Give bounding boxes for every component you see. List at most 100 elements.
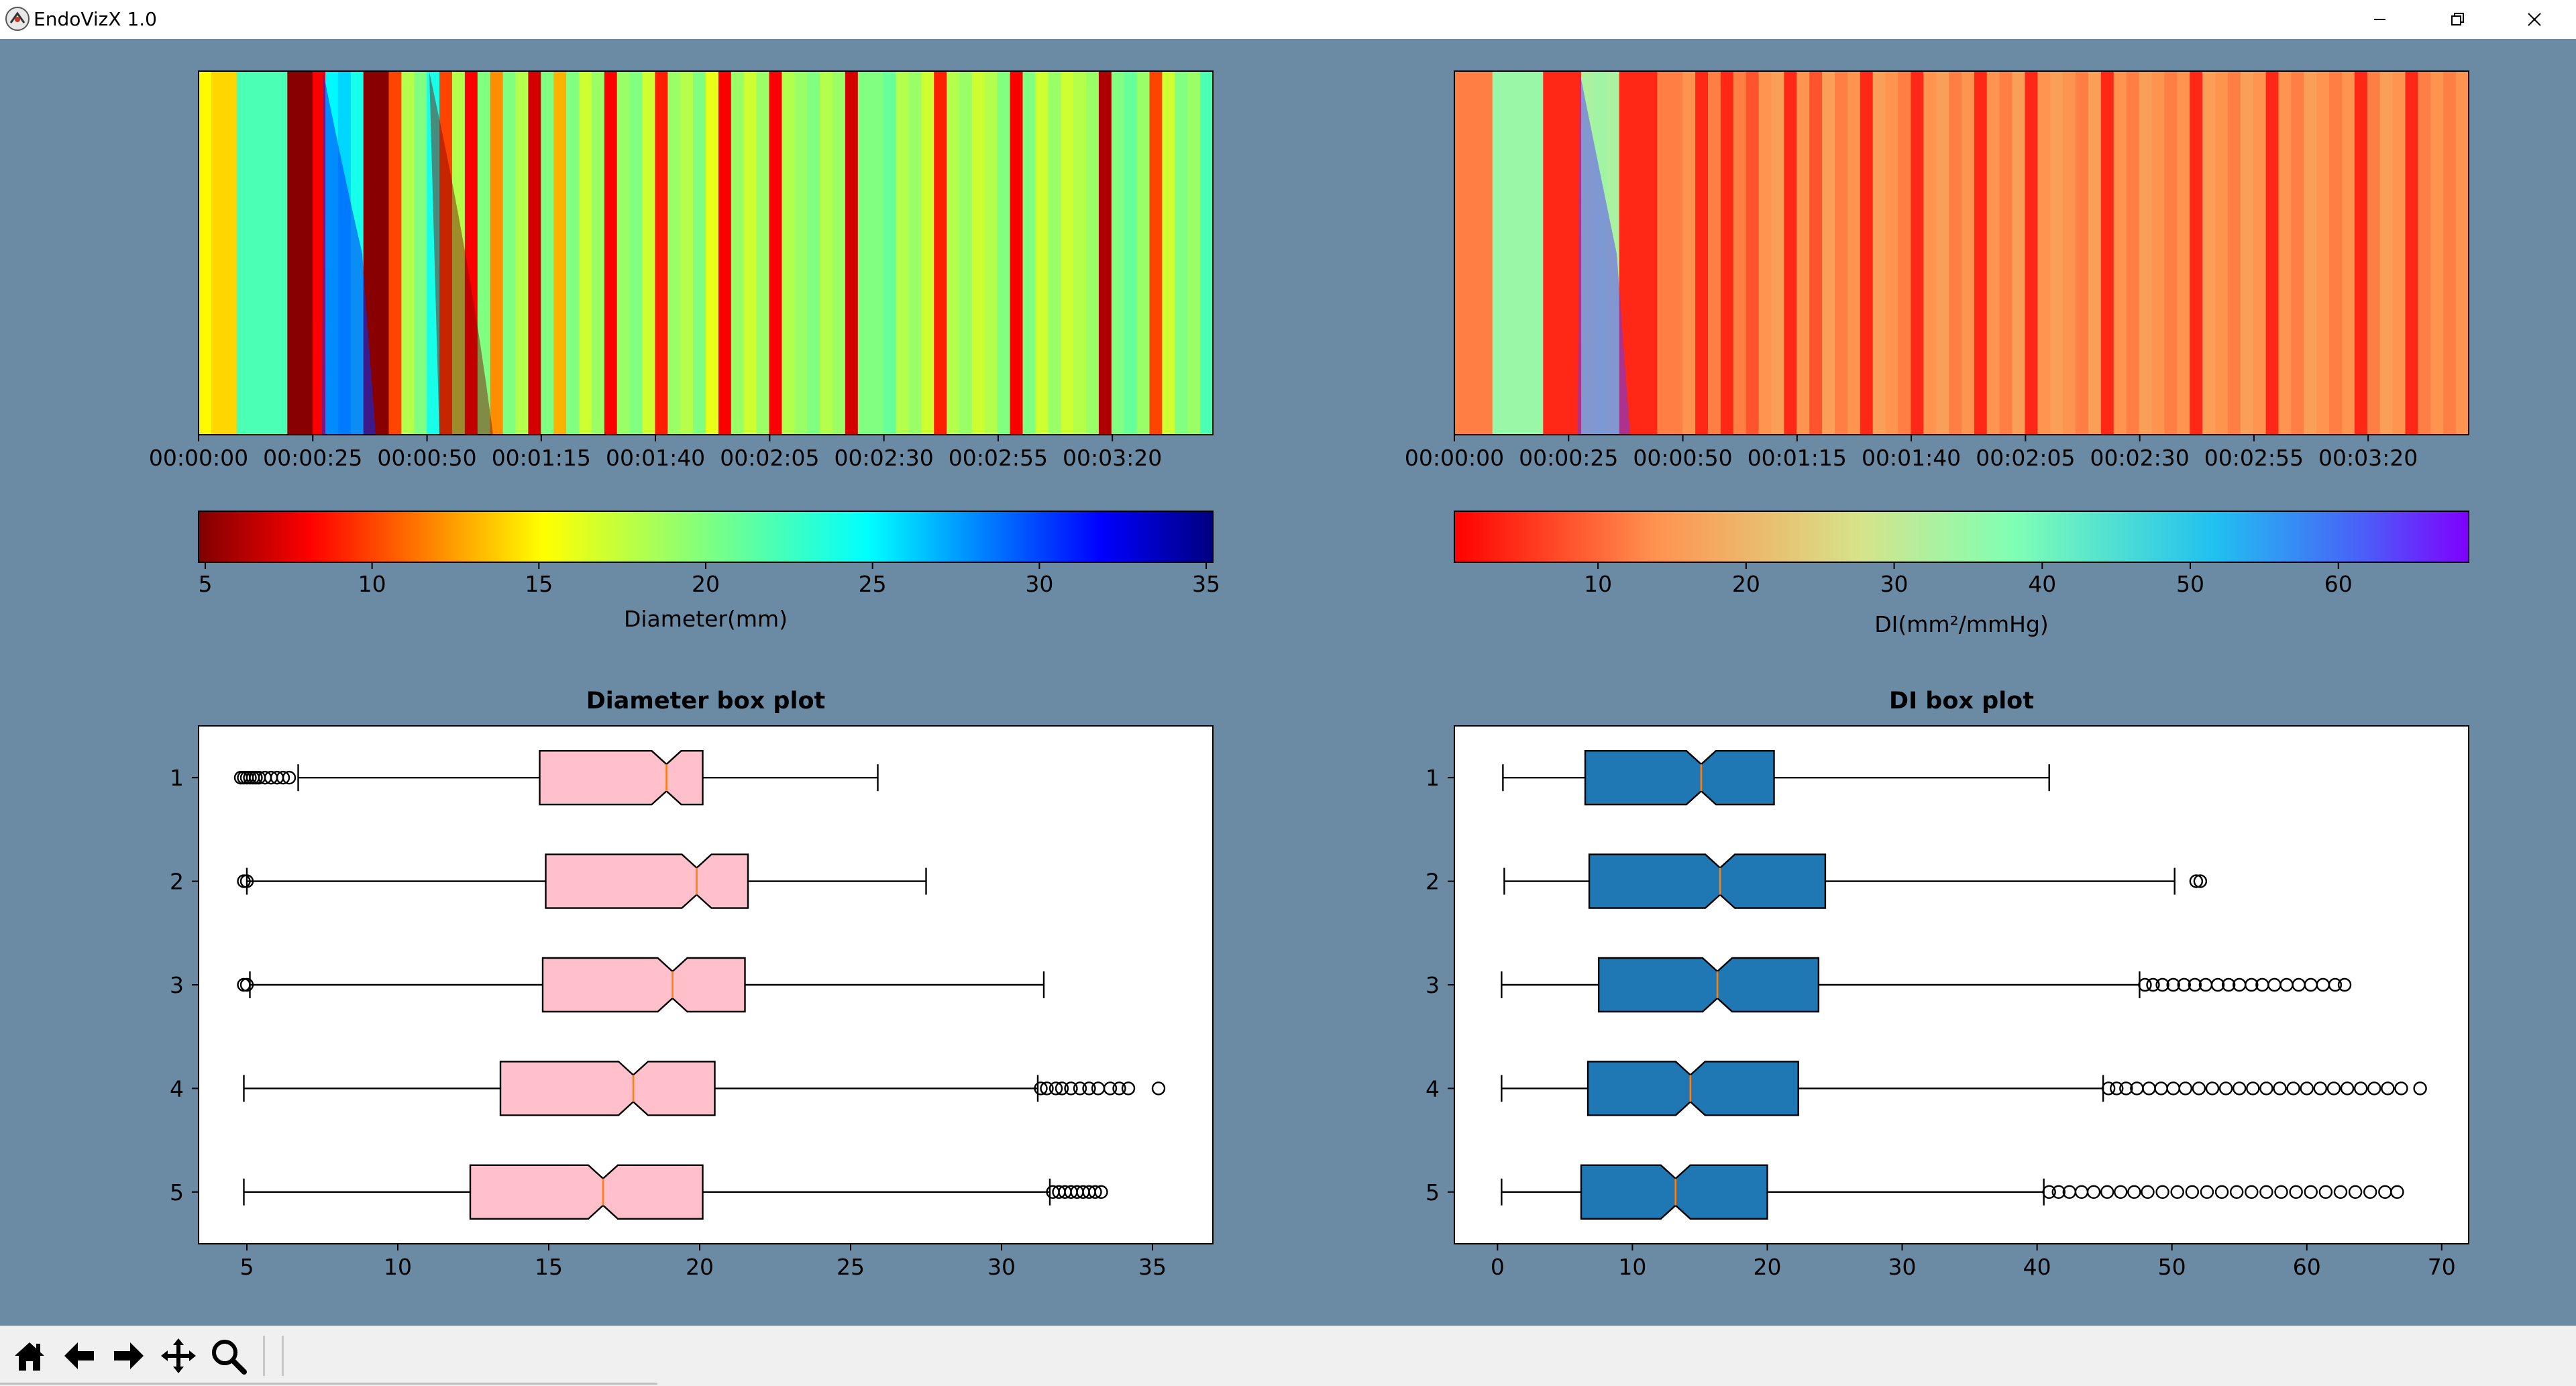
heatmap-column <box>1847 71 1861 435</box>
flier-point <box>2381 1081 2395 1096</box>
flier-point <box>2328 977 2343 992</box>
flier-point <box>2318 1185 2333 1200</box>
heatmap-column <box>287 71 301 435</box>
box-row-2 <box>237 853 927 909</box>
flier-point <box>2200 1185 2214 1200</box>
box-row-5 <box>1501 1164 2404 1220</box>
figure-canvas[interactable]: 00:00:00 00:00:25 00:00:50 00:01:15 00:01:40… <box>0 39 2576 1326</box>
flier-point <box>2363 1185 2377 1200</box>
flier-point <box>2114 1185 2128 1200</box>
flier-point <box>2337 977 2352 992</box>
di-heatmap-x-ticks: 00:00:00 00:00:25 00:00:50 00:01:15 00:01:40… <box>1405 435 2418 471</box>
x-tick-label: 00:00:25 <box>1519 445 1618 471</box>
heatmap-column <box>1657 71 1670 435</box>
heatmap-column <box>249 71 263 435</box>
diameter-colorbar: 5 10 15 20 25 30 35 Diameter(mm) <box>198 511 1220 632</box>
heatmap-column <box>1986 71 2000 435</box>
heatmap-column <box>1835 71 1848 435</box>
heatmap-column <box>794 71 808 435</box>
x-tick-label: 00:02:30 <box>835 445 934 471</box>
heatmap-column <box>1860 71 1874 435</box>
x-tick-label: 00:00:00 <box>1405 445 1504 471</box>
zoom-button[interactable] <box>204 1332 252 1380</box>
heatmap-column <box>414 71 427 435</box>
heatmap-column <box>477 71 491 435</box>
flier-point <box>2119 1081 2133 1096</box>
heatmap-column <box>2418 71 2431 435</box>
heatmap-column <box>1708 71 1721 435</box>
forward-button[interactable] <box>105 1332 153 1380</box>
close-button[interactable] <box>2496 0 2573 39</box>
heatmap-column <box>642 71 655 435</box>
flier-point <box>282 770 297 785</box>
home-button[interactable] <box>5 1332 54 1380</box>
box-row-5 <box>243 1164 1108 1220</box>
heatmap-column <box>1784 71 1797 435</box>
x-tick-label: 00:03:20 <box>1063 445 1162 471</box>
colorbar-tick-label: 40 <box>2028 571 2056 597</box>
heatmap-column <box>857 71 871 435</box>
y-tick-label: 3 <box>1426 972 1440 998</box>
heatmap-column <box>984 71 998 435</box>
toolbar-separator <box>282 1336 284 1376</box>
heatmap-column <box>1670 71 1683 435</box>
diameter-box-plot[interactable]: Diameter box plot 1 2 3 4 5 5 10 15 20 25 30 35 <box>170 688 1214 1280</box>
colorbar-tick-label: 50 <box>2176 571 2204 597</box>
flier-point <box>2413 1081 2427 1096</box>
flier-point <box>2353 1081 2368 1096</box>
heatmap-column <box>591 71 605 435</box>
x-tick-label: 25 <box>837 1254 865 1280</box>
heatmap-column <box>1822 71 1835 435</box>
minimize-button[interactable] <box>2341 0 2418 39</box>
heatmap-column <box>959 71 973 435</box>
y-tick-label: 5 <box>170 1179 184 1206</box>
heatmap-column <box>971 71 985 435</box>
box <box>1597 957 1820 1013</box>
heatmap-column <box>2151 71 2165 435</box>
flier-point <box>1049 1081 1063 1096</box>
diameter-heatmap[interactable]: 00:00:00 00:00:25 00:00:50 00:01:15 00:01:40… <box>149 70 1214 471</box>
heatmap-column <box>2100 71 2114 435</box>
di-heatmap[interactable]: 00:00:00 00:00:25 00:00:50 00:01:15 00:01:40… <box>1405 70 2469 471</box>
heatmap-column <box>947 71 960 435</box>
flier-point <box>239 874 254 888</box>
flier-point <box>1082 1081 1096 1096</box>
flier-point <box>2100 1185 2114 1200</box>
x-tick-label: 00:00:50 <box>377 445 476 471</box>
heatmap-column <box>870 71 884 435</box>
heatmap-column <box>2050 71 2063 435</box>
heatmap-column <box>1809 71 1823 435</box>
restore-button[interactable] <box>2418 0 2496 39</box>
flier-point <box>239 977 254 992</box>
heatmap-column <box>680 71 694 435</box>
colorbar-tick-label: 60 <box>2324 571 2353 597</box>
flier-point <box>2304 1185 2318 1200</box>
heatmap-column <box>1543 71 1556 435</box>
flier-point <box>2245 977 2259 992</box>
back-button[interactable] <box>55 1332 103 1380</box>
heatmap-column <box>2177 71 2190 435</box>
heatmap-column <box>300 71 313 435</box>
di-heatmap-frame <box>1454 70 2469 435</box>
heatmap-column <box>1505 71 1519 435</box>
flier-point <box>2245 1185 2259 1200</box>
flier-point <box>2101 1081 2116 1096</box>
x-tick-label: 00:02:30 <box>2090 445 2190 471</box>
flier-point <box>2138 977 2152 992</box>
heatmap-column <box>1923 71 1937 435</box>
box-row-3 <box>237 957 1045 1013</box>
heatmap-column <box>452 71 466 435</box>
box <box>545 853 749 909</box>
box <box>539 750 704 806</box>
heatmap-column <box>820 71 833 435</box>
pan-button[interactable] <box>154 1332 203 1380</box>
heatmap-column <box>1936 71 1949 435</box>
flier-point <box>2326 1081 2341 1096</box>
flier-point <box>2141 1185 2155 1200</box>
x-tick-label: 10 <box>384 1254 412 1280</box>
flier-point <box>2178 1081 2192 1096</box>
colorbar-tick-label: 5 <box>198 571 212 597</box>
heatmap-column <box>1974 71 1988 435</box>
diameter-heatmap-frame <box>198 70 1214 435</box>
